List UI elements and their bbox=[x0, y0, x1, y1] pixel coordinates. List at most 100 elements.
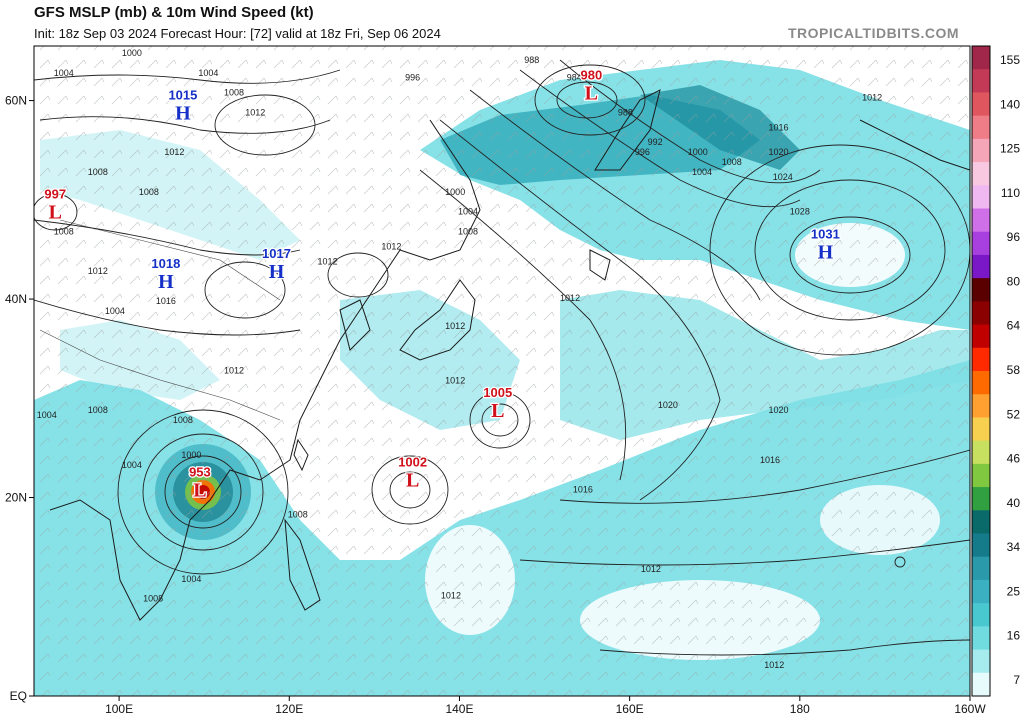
isobar-label: 1008 bbox=[139, 187, 159, 197]
latitude-label: EQ bbox=[10, 689, 27, 703]
isobar-label: 1008 bbox=[224, 88, 244, 98]
brand-watermark: TROPICALTIDBITS.COM bbox=[788, 25, 960, 41]
isobar-label: 1012 bbox=[381, 241, 401, 251]
colorbar-label: 80 bbox=[1007, 274, 1021, 288]
colorbar-swatch bbox=[972, 231, 990, 256]
isobar-label: 1012 bbox=[224, 365, 244, 375]
colorbar-label: 96 bbox=[1007, 230, 1021, 244]
colorbar-swatch bbox=[972, 208, 990, 233]
coastlines bbox=[39, 89, 970, 621]
colorbar-swatch bbox=[972, 603, 990, 627]
isobar-label: 1012 bbox=[164, 147, 184, 157]
colorbar-swatch bbox=[972, 92, 990, 117]
system-type-letter: L bbox=[49, 202, 62, 224]
isobar-label: 1004 bbox=[458, 207, 478, 217]
colorbar-swatch bbox=[972, 69, 990, 93]
colorbar-label: 110 bbox=[1001, 186, 1020, 200]
colorbar-swatch bbox=[972, 46, 990, 70]
isobar-label: 992 bbox=[648, 137, 663, 147]
isobar-label: 1008 bbox=[288, 509, 308, 519]
colorbar-swatch bbox=[972, 138, 990, 163]
isobar-label: 1004 bbox=[198, 68, 218, 78]
isobar-label: 1000 bbox=[445, 187, 465, 197]
isobar-label: 1020 bbox=[658, 400, 678, 410]
isobar-label: 1020 bbox=[769, 147, 789, 157]
colorbar-swatch bbox=[972, 371, 990, 395]
system-pressure-value: 1017 bbox=[262, 246, 291, 261]
colorbar-swatch bbox=[972, 672, 990, 697]
isobar-label: 1012 bbox=[245, 107, 265, 117]
wind-speed-colorbar: 155 140 125 110 96 80 64 58 52 46 40 34 25 16 7 bbox=[971, 45, 1021, 697]
isobar-label: 1024 bbox=[773, 172, 793, 182]
isobar-label: 1004 bbox=[122, 460, 142, 470]
system-type-letter: L bbox=[406, 470, 419, 492]
latitude-label: 20N bbox=[5, 491, 27, 505]
latitude-labels: 60N 40N 20N EQ bbox=[5, 94, 34, 703]
colorbar-label: 40 bbox=[1007, 496, 1021, 510]
isobar-label: 1012 bbox=[88, 266, 108, 276]
map-subtitle: Init: 18z Sep 03 2024 Forecast Hour: [72… bbox=[34, 26, 441, 41]
colorbar-label: 7 bbox=[1013, 673, 1020, 687]
isobar-label: 1012 bbox=[445, 375, 465, 385]
isobar-label: 1012 bbox=[764, 660, 784, 670]
colorbar-swatch bbox=[972, 115, 990, 140]
isobar-label: 1020 bbox=[769, 405, 789, 415]
isobar-label: 1016 bbox=[573, 485, 593, 495]
isobar-label: 1004 bbox=[54, 68, 74, 78]
isobar-label: 1000 bbox=[122, 48, 142, 58]
colorbar-swatch bbox=[972, 487, 990, 511]
isobar-label: 996 bbox=[635, 147, 650, 157]
longitude-labels: 100E 120E 140E 160E 180 160W bbox=[105, 696, 986, 716]
longitude-label: 160W bbox=[954, 702, 986, 716]
isobar-label: 1028 bbox=[790, 207, 810, 217]
colorbar-swatch bbox=[972, 556, 990, 581]
isobar-label: 1000 bbox=[181, 450, 201, 460]
wind-shading bbox=[34, 46, 970, 696]
colorbar-label: 155 bbox=[1000, 53, 1020, 67]
system-type-letter: L bbox=[585, 83, 598, 105]
map-title: GFS MSLP (mb) & 10m Wind Speed (kt) bbox=[34, 4, 314, 21]
isobar-label: 1008 bbox=[173, 415, 193, 425]
isobar-label: 1012 bbox=[641, 564, 661, 574]
colorbar-label: 25 bbox=[1007, 584, 1021, 598]
isobar-label: 988 bbox=[618, 107, 633, 117]
isobar-label: 1016 bbox=[156, 296, 176, 306]
map-frame bbox=[33, 45, 971, 697]
pressure-systems: 997L1015H1018H1017H980L1031H1005L1002L95… bbox=[43, 66, 841, 502]
colorbar-swatch bbox=[972, 579, 990, 604]
system-pressure-value: 953 bbox=[189, 465, 211, 480]
system-type-letter: H bbox=[175, 102, 191, 124]
isobar-label: 1012 bbox=[560, 293, 580, 303]
colorbar-label: 34 bbox=[1007, 540, 1021, 554]
isobar-label: 984 bbox=[567, 73, 582, 83]
isobar-label: 1008 bbox=[88, 405, 108, 415]
longitude-label: 180 bbox=[790, 702, 810, 716]
colorbar-label: 64 bbox=[1007, 319, 1021, 333]
latitude-label: 60N bbox=[5, 94, 27, 108]
isobar-label: 1008 bbox=[143, 594, 163, 604]
longitude-label: 160E bbox=[616, 702, 644, 716]
colorbar-swatch bbox=[972, 394, 990, 418]
colorbar-label: 58 bbox=[1007, 363, 1021, 377]
isobars bbox=[34, 59, 970, 656]
system-pressure-value: 980 bbox=[580, 68, 602, 83]
isobar-label: 1016 bbox=[760, 455, 780, 465]
colorbar-swatch bbox=[972, 533, 990, 558]
colorbar-swatch bbox=[972, 626, 990, 651]
isobar-label: 1008 bbox=[458, 227, 478, 237]
isobar-label: 1000 bbox=[688, 147, 708, 157]
colorbar-swatch bbox=[972, 463, 990, 488]
colorbar-swatch bbox=[972, 649, 990, 674]
isobar-label: 1008 bbox=[722, 157, 742, 167]
longitude-label: 120E bbox=[275, 702, 303, 716]
colorbar-swatch bbox=[972, 301, 990, 326]
isobar-label: 1004 bbox=[105, 306, 125, 316]
longitude-label: 100E bbox=[105, 702, 133, 716]
system-pressure-value: 1002 bbox=[398, 455, 427, 470]
